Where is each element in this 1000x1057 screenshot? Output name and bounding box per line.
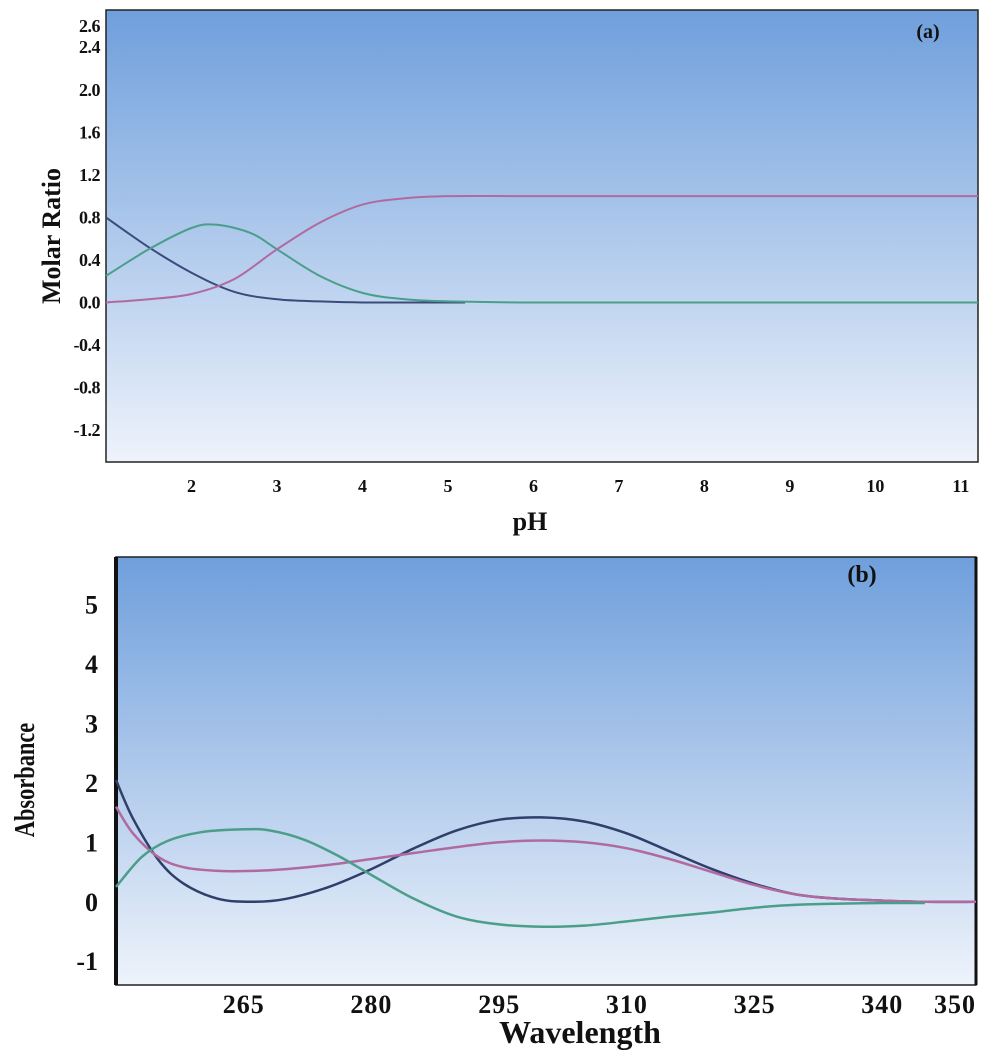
- x-tick-label: 7: [614, 476, 623, 496]
- x-tick-label: 4: [358, 476, 367, 496]
- y-tick-label: 2.0: [79, 80, 101, 100]
- x-tick-label: 10: [866, 476, 884, 496]
- chart-b: 5 4 3 2 1 0 -1 265 280 295 310 325 340 350 (b) Wavel…: [10, 556, 978, 1050]
- series-b: [114, 779, 977, 928]
- panel-label-b: (b): [847, 562, 876, 588]
- y-tick-label: 5: [85, 591, 98, 620]
- x-tick-label: 8: [700, 476, 709, 496]
- series-line-a-3: [105, 194, 978, 304]
- y-axis-title-b: Absorbance: [10, 723, 41, 837]
- x-tick-label: 350: [934, 990, 976, 1019]
- y-axis-title-a: Molar Ratio: [37, 168, 66, 304]
- y-tick-label: 0.8: [79, 207, 101, 227]
- x-tick-label: 280: [350, 990, 392, 1019]
- x-tick-labels-a: 2 3 4 5 6 7 8 9 10 11: [187, 476, 969, 496]
- y-tick-label: -1.2: [74, 420, 101, 440]
- y-tick-label: -0.4: [74, 335, 101, 355]
- x-tick-label: 295: [478, 990, 520, 1019]
- series-line-a-1: [105, 216, 466, 304]
- x-tick-label: 6: [529, 476, 538, 496]
- y-tick-label: 2.4: [79, 37, 101, 57]
- x-tick-label: 5: [444, 476, 453, 496]
- y-tick-label: 1: [85, 828, 98, 857]
- panel-label-a: (a): [916, 21, 939, 43]
- y-tick-label: 0: [85, 888, 98, 917]
- y-tick-label: 2: [85, 769, 98, 798]
- x-tick-label: 325: [734, 990, 776, 1019]
- x-axis-title-a: pH: [513, 507, 548, 536]
- x-tick-label: 9: [785, 476, 794, 496]
- x-tick-label: 11: [952, 476, 969, 496]
- y-tick-label: 2.6: [79, 16, 101, 36]
- chart-a: 2.62.4 2.0 1.6 1.2 0.8 0.4 0.0 -0.4 -0.8 -1.2 2 3 4…: [37, 9, 979, 536]
- series-line-b-3: [115, 827, 925, 928]
- y-tick-label: -0.8: [74, 378, 101, 398]
- x-tick-label: 310: [606, 990, 648, 1019]
- series-a: [105, 194, 979, 304]
- y-tick-label: 0.0: [79, 293, 101, 313]
- y-tick-label: 1.2: [79, 165, 101, 185]
- series-line-a-2: [105, 223, 979, 304]
- plot-area-b: [115, 556, 977, 986]
- y-tick-labels-a: 2.62.4 2.0 1.6 1.2 0.8 0.4 0.0 -0.4 -0.8 -1.2: [74, 16, 102, 440]
- series-line-b-2: [114, 806, 977, 904]
- y-tick-label: 0.4: [79, 250, 101, 270]
- x-tick-label: 265: [223, 990, 265, 1019]
- y-tick-labels-b: 5 4 3 2 1 0 -1: [76, 591, 98, 977]
- x-tick-label: 2: [187, 476, 196, 496]
- y-tick-label: -1: [76, 947, 98, 976]
- x-tick-labels-b: 265 280 295 310 325 340 350: [223, 990, 976, 1019]
- y-tick-label: 4: [85, 650, 98, 679]
- x-tick-label: 340: [861, 990, 903, 1019]
- x-axis-title-b: Wavelength: [499, 1014, 661, 1050]
- x-tick-label: 3: [273, 476, 282, 496]
- plot-area-a: [105, 9, 979, 463]
- y-tick-label: 3: [85, 709, 98, 738]
- y-tick-label: 1.6: [79, 122, 101, 142]
